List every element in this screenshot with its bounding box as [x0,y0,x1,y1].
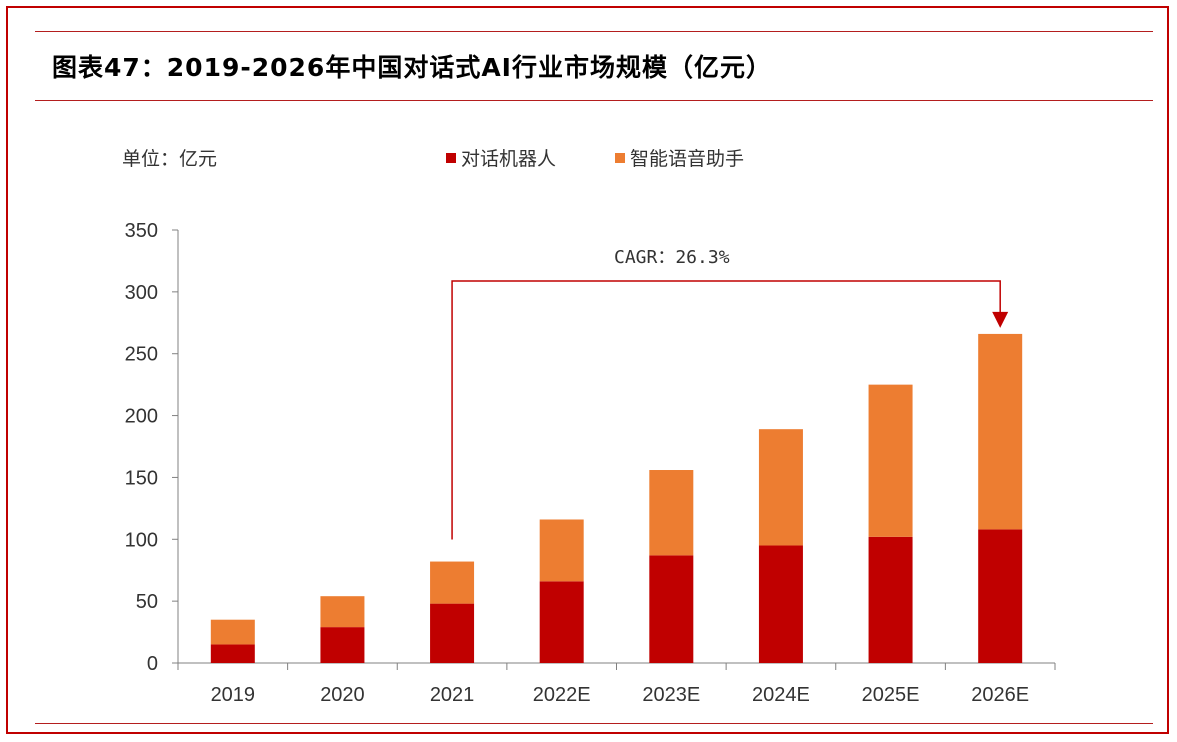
bar-segment [539,581,584,663]
y-tick-label: 150 [125,467,158,489]
cagr-arrowhead [992,311,1009,328]
legend-swatch [446,153,456,163]
bar-segment [868,536,913,663]
title-bottom-rule [35,100,1153,101]
legend-label: 对话机器人 [461,148,556,170]
bars [210,333,1023,663]
x-tick-label: 2022E [533,684,591,706]
bar-segment [649,470,694,556]
bar-segment [868,384,913,537]
title-top-rule [35,31,1153,32]
legend-swatch [615,153,625,163]
bar-segment [320,596,365,628]
y-tick-label: 100 [125,529,158,551]
x-tick-label: 2024E [752,684,810,706]
bar-segment [978,333,1023,530]
y-tick-label: 200 [125,406,158,428]
x-tick-label: 2025E [862,684,920,706]
cagr-label: CAGR：26.3% [614,247,730,268]
y-tick-label: 250 [125,344,158,366]
x-tick-label: 2020 [320,684,365,706]
y-tick-label: 350 [125,220,158,242]
cagr-annotation: CAGR：26.3% [451,247,1009,540]
y-tick-label: 50 [136,591,158,613]
bar-segment [649,555,694,663]
y-tick-label: 300 [125,282,158,304]
cagr-bracket-line [451,280,1001,540]
bar-segment [978,529,1023,663]
bar-segment [430,561,475,604]
legend: 对话机器人 智能语音助手 [446,148,744,170]
x-tick-label: 2019 [211,684,256,706]
bar-segment [210,619,255,645]
x-tick-label: 2023E [642,684,700,706]
bar-segment [758,545,803,663]
legend-label: 智能语音助手 [630,148,744,170]
x-tick-label: 2026E [971,684,1029,706]
chart-title: 图表47：2019-2026年中国对话式AI行业市场规模（亿元） [52,53,772,82]
footer-rule [35,723,1153,724]
bar-segment [758,429,803,546]
x-tick-label: 2021 [430,684,475,706]
bar-segment [539,519,584,582]
bar-segment [430,603,475,663]
bar-segment [320,627,365,663]
unit-label: 单位：亿元 [122,148,217,170]
bar-segment [210,644,255,663]
x-axis: 2019 2020 2021 2022E 2023E 2024E 2025E 2026E [177,662,1056,706]
y-tick-label: 0 [147,653,158,675]
y-axis: 0 50 100 150 200 250 300 350 [125,220,179,675]
chart-frame [6,6,1169,734]
